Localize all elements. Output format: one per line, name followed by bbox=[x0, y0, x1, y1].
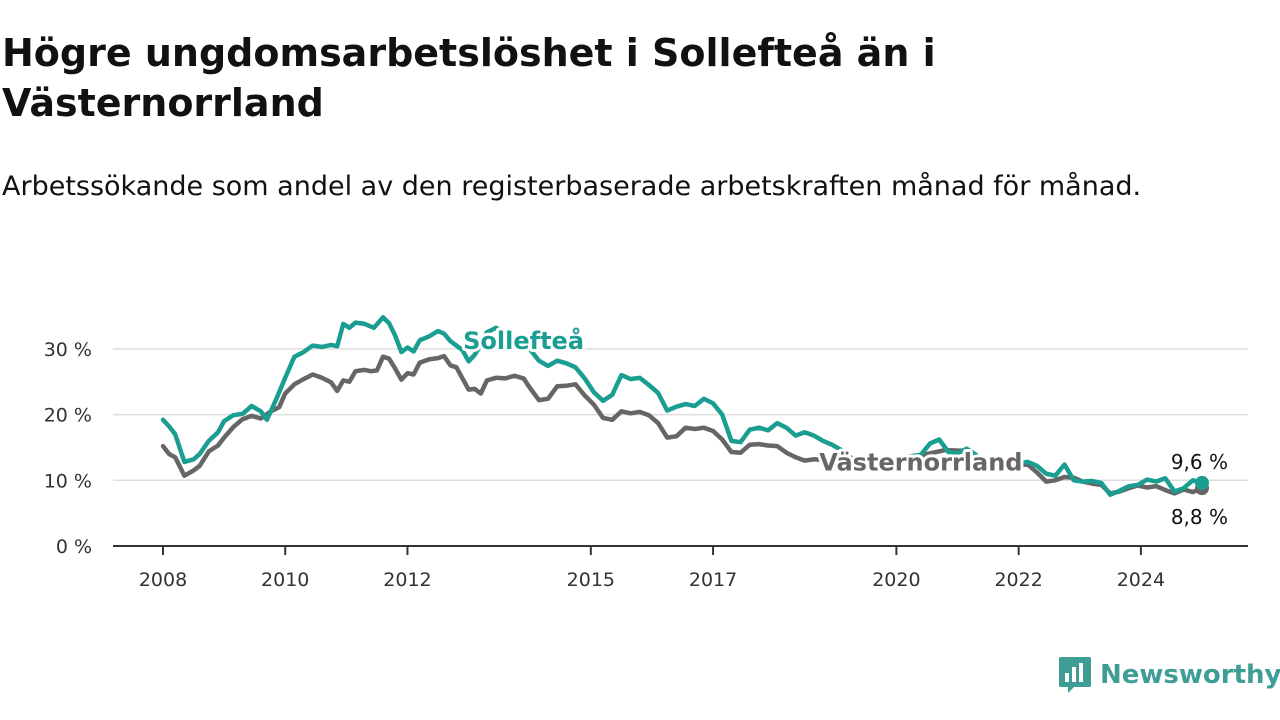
series-lines bbox=[160, 315, 1209, 497]
end-label-vsternorrland: 8,8 % bbox=[1171, 505, 1228, 529]
series-line-vsternorrland bbox=[160, 353, 1205, 496]
x-tick-label: 2008 bbox=[139, 569, 187, 591]
x-tick-label: 2020 bbox=[872, 569, 920, 591]
x-tick-label: 2012 bbox=[383, 569, 431, 591]
series-label-vasternorrland: Västernorrland bbox=[819, 448, 1022, 476]
x-tick-label: 2010 bbox=[261, 569, 309, 591]
series-end-point-sollefte bbox=[1195, 475, 1209, 490]
series-label-solleftea: Sollefteå bbox=[463, 326, 584, 355]
y-tick-label: 0 % bbox=[56, 536, 92, 558]
end-labels: 8,8 % 9,6 % bbox=[1171, 450, 1228, 529]
page-title: Högre ungdomsarbetslöshet i Sollefteå än… bbox=[2, 31, 936, 125]
grid-lines bbox=[113, 348, 1248, 482]
page-subtitle: Arbetssökande som andel av den registerb… bbox=[2, 171, 1142, 202]
series-line-sollefte bbox=[160, 315, 1205, 497]
x-tick-label: 2022 bbox=[994, 569, 1042, 591]
x-tick-label: 2024 bbox=[1117, 569, 1165, 591]
y-tick-label: 30 % bbox=[44, 339, 92, 361]
y-tick-label: 10 % bbox=[44, 470, 92, 492]
y-tick-label: 20 % bbox=[44, 405, 92, 427]
x-tick-label: 2017 bbox=[689, 569, 737, 591]
y-axis: 0 % 10 % 20 % 30 % bbox=[44, 339, 92, 558]
newsworthy-logo[interactable]: Newsworthy bbox=[1058, 654, 1280, 696]
newsworthy-logo-icon bbox=[1059, 657, 1091, 693]
x-axis: 2008 2010 2012 2015 2017 2020 2022 2024 bbox=[113, 545, 1248, 591]
x-tick-label: 2015 bbox=[567, 569, 615, 591]
series-labels: Sollefteå Västernorrland bbox=[460, 323, 1025, 480]
brand-name: Newsworthy bbox=[1100, 660, 1280, 690]
end-label-sollefte: 9,6 % bbox=[1171, 450, 1228, 474]
